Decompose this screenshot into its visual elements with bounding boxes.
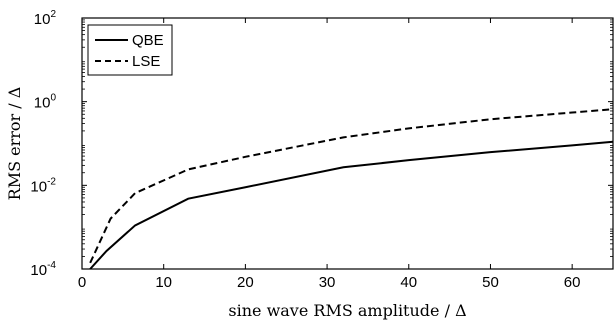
x-tick-label: 0	[78, 274, 86, 291]
y-axis-label: RMS error / Δ	[5, 87, 24, 201]
y-tick-label: 102	[34, 9, 57, 28]
y-tick-label: 10-2	[30, 176, 56, 195]
series-line-qbe	[89, 140, 614, 270]
x-tick-label: 50	[482, 274, 499, 291]
y-tick-label: 100	[34, 93, 57, 112]
legend-label-qbe: QBE	[132, 32, 164, 49]
legend-label-lse: LSE	[132, 53, 160, 70]
x-tick-label: 20	[237, 274, 254, 291]
series-line-lse	[89, 108, 614, 264]
x-tick-label: 40	[400, 274, 417, 291]
plot-area	[81, 17, 614, 270]
x-tick-label: 10	[155, 274, 172, 291]
x-tick-label: 60	[564, 274, 581, 291]
x-axis-label: sine wave RMS amplitude / Δ	[228, 301, 466, 320]
legend: QBE LSE	[87, 24, 173, 76]
legend-box	[87, 24, 173, 76]
x-tick-label: 30	[319, 274, 336, 291]
y-tick-label: 10-4	[30, 260, 56, 279]
